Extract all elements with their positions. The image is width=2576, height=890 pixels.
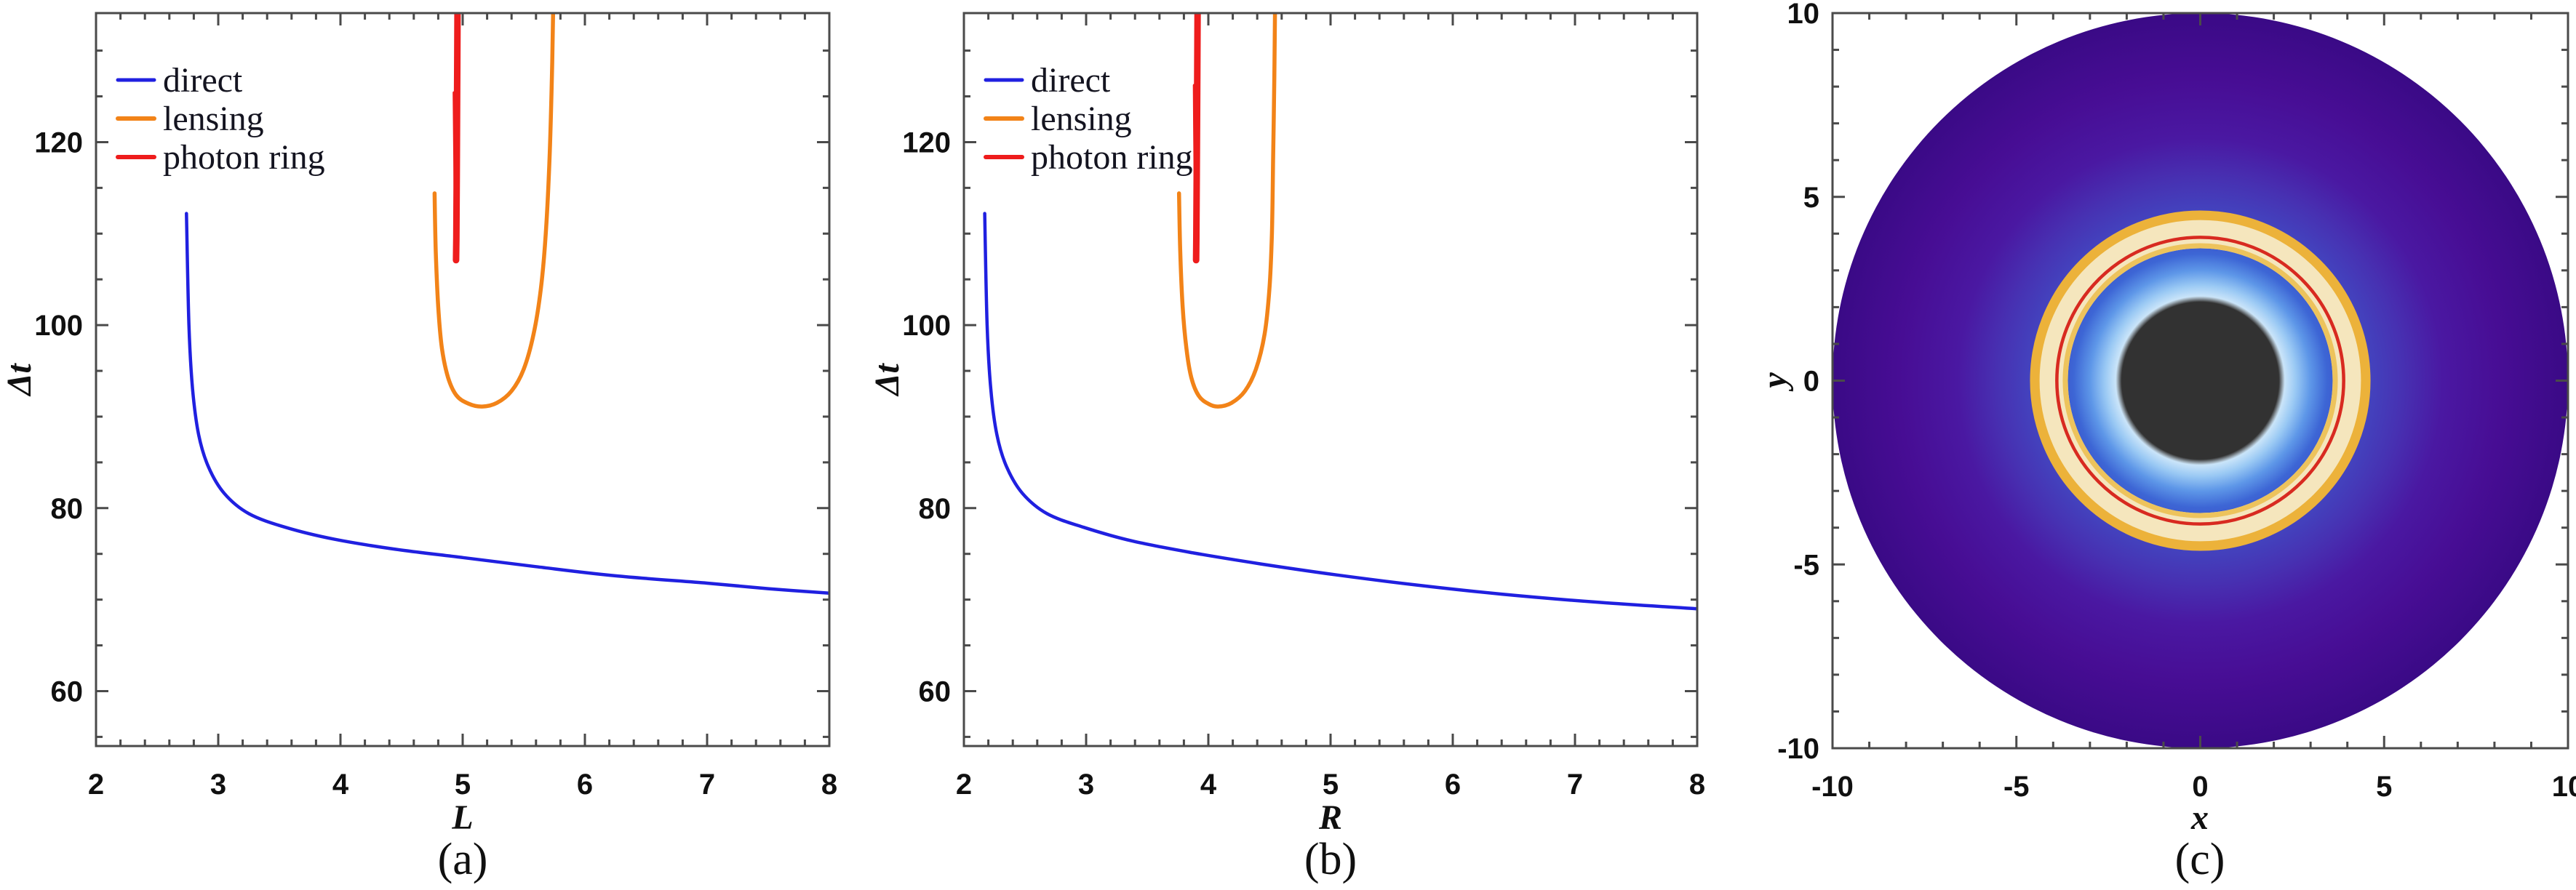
lensing-band-outer-gold-rim: [2030, 210, 2371, 551]
curve-lensing: [1176, 13, 1277, 409]
x-tick-label: 10: [2552, 771, 2576, 803]
legend-photon-ring-label: photon ring: [163, 138, 325, 177]
x-tick-label: 0: [2192, 771, 2208, 803]
y-tick-label: 10: [1787, 0, 1820, 30]
curve-photon-ring-inner-branch: [1192, 84, 1197, 251]
x-axis-label-b: R: [1318, 798, 1342, 837]
lensing-band: [2030, 211, 2370, 550]
x-tick-label: 5: [455, 769, 471, 801]
y-tick-label: 100: [902, 310, 951, 342]
axis-tick-labels: -10 -5 0 5 10 -10 -5 0 5 10: [1777, 0, 2576, 803]
y-tick-label: 80: [919, 493, 952, 525]
panel-a: 2 3 4 5 6 7 8 60 80 100 120: [34, 12, 837, 801]
y-tick-label: 120: [34, 127, 83, 159]
panel-c: -10 -5 0 5 10 -10 -5 0 5 10: [1777, 0, 2576, 803]
legend-a: direct lensing photon ring: [116, 61, 325, 177]
photon-ring-image: [2055, 236, 2345, 526]
x-axis-label-a: L: [451, 798, 473, 837]
y-tick-label: 60: [51, 675, 84, 707]
curves-b: [983, 13, 1697, 611]
axis-tick-labels: 2 3 4 5 6 7 8 60 80 100 120: [902, 127, 1705, 801]
x-tick-label: -5: [2003, 771, 2030, 803]
legend-direct-label: direct: [1031, 61, 1111, 100]
x-tick-label: 6: [1445, 769, 1461, 801]
lensing-band-inner-gold-rim: [2062, 243, 2338, 518]
x-tick-label: 3: [210, 769, 226, 801]
x-tick-label: 2: [956, 769, 972, 801]
legend-lensing-label: lensing: [1031, 100, 1132, 138]
axis-ticks: [95, 13, 831, 746]
y-tick-label: -10: [1777, 733, 1819, 765]
x-tick-label: 7: [699, 769, 715, 801]
x-tick-label: 8: [821, 769, 837, 801]
y-tick-label: 60: [919, 675, 952, 707]
x-tick-label: 5: [1323, 769, 1339, 801]
y-axis-label-b: Δt: [868, 363, 906, 397]
legend-lensing-label: lensing: [163, 100, 264, 138]
y-tick-label: 100: [34, 310, 83, 342]
x-tick-label: 2: [88, 769, 104, 801]
x-tick-label: -10: [1811, 771, 1854, 803]
x-tick-label: 5: [2376, 771, 2392, 803]
caption-b: (b): [1304, 835, 1357, 884]
axis-tick-labels: 2 3 4 5 6 7 8 60 80 100 120: [34, 127, 837, 801]
curve-direct: [185, 212, 829, 596]
y-tick-label: 5: [1803, 182, 1819, 214]
x-tick-label: 8: [1689, 769, 1705, 801]
caption-c: (c): [2175, 835, 2225, 884]
panel-b: 2 3 4 5 6 7 8 60 80 100 120: [902, 12, 1705, 801]
y-tick-label: 120: [902, 127, 951, 159]
y-tick-label: 0: [1803, 366, 1819, 398]
curves-a: [185, 13, 829, 596]
x-tick-label: 6: [577, 769, 593, 801]
x-tick-label: 7: [1567, 769, 1583, 801]
legend-b: direct lensing photon ring: [984, 61, 1193, 177]
x-axis-label-c: x: [2190, 798, 2209, 837]
shadow-image: [1833, 13, 2568, 748]
axis-ticks: [962, 13, 1699, 746]
curve-direct: [983, 212, 1697, 611]
legend-photon-ring-label: photon ring: [1031, 138, 1193, 177]
y-axis-label-c: y: [1755, 372, 1794, 392]
axis-ticks: [1831, 12, 2569, 750]
x-tick-label: 4: [1200, 769, 1217, 801]
x-tick-label: 3: [1078, 769, 1094, 801]
y-tick-label: -5: [1793, 549, 1819, 581]
curve-photon-ring-inner-branch: [452, 91, 458, 251]
y-tick-label: 80: [51, 493, 84, 525]
black-hole-shadow-disk: [2116, 296, 2285, 465]
curve-lensing: [432, 13, 556, 409]
legend-direct-label: direct: [163, 61, 243, 100]
y-axis-label-a: Δt: [0, 363, 39, 397]
x-tick-label: 4: [332, 769, 349, 801]
caption-a: (a): [438, 835, 488, 884]
